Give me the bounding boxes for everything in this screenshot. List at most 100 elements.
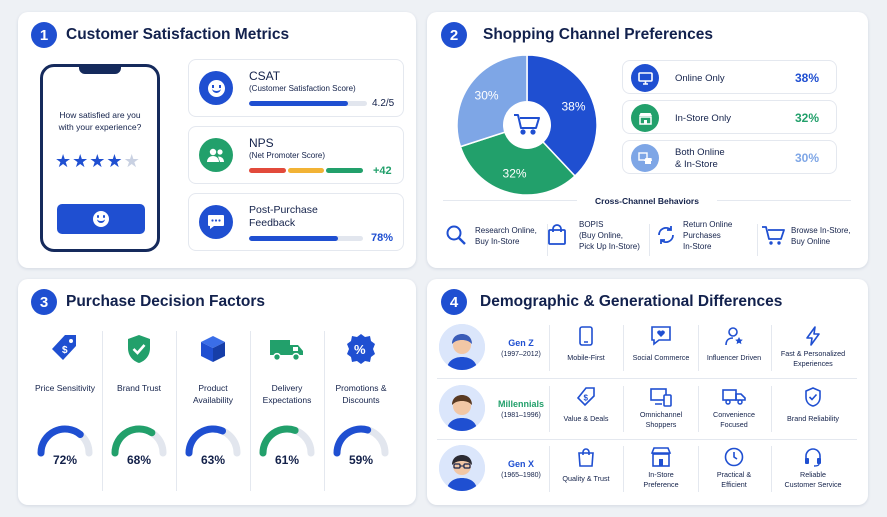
divider [549, 325, 550, 371]
trait-label: Fast & Personalized [780, 349, 846, 358]
divider [324, 331, 325, 491]
pie-slice-1 [459, 124, 576, 196]
shopping-bag-icon [550, 446, 622, 468]
divider [771, 386, 772, 432]
factor-label: Brand Trust [117, 383, 161, 393]
divider [547, 224, 548, 256]
divider [771, 446, 772, 492]
gauge-fill [37, 425, 84, 457]
post-purchase-card: Post-Purchase Feedback 78% [188, 193, 404, 251]
generation-name: Millennials [497, 399, 544, 409]
section-number-2: 2 [441, 22, 467, 48]
shield-check-icon [772, 386, 854, 408]
legend-item: Online Only 38% [622, 60, 837, 94]
factor-item: % Promotions & Discounts 59% [324, 325, 398, 495]
section-title-purchase-factors: Purchase Decision Factors [66, 293, 265, 310]
legend-value: 32% [795, 111, 820, 125]
generation-years: (1997–2012) [501, 351, 541, 358]
percent-badge-icon: % [324, 333, 398, 365]
star-icon[interactable]: ★ [55, 151, 73, 171]
pie-center [503, 101, 551, 149]
trait-item: Brand Reliability [772, 382, 854, 438]
trait-item: Mobile-First [550, 321, 622, 377]
factor-item: Product Availability 63% [176, 325, 250, 495]
trait-label: Customer Service [784, 480, 842, 489]
avatar [439, 385, 485, 431]
trait-item: Practical & Efficient [698, 442, 770, 498]
divider [757, 224, 758, 256]
legend-label: Online Only [675, 73, 725, 84]
cross-channel-title: Cross-Channel Behaviors [577, 196, 717, 206]
post-purchase-label: Post-Purchase [249, 204, 318, 216]
price-tag-icon: $ [28, 333, 102, 365]
trait-label: Quality & Trust [562, 474, 610, 483]
factor-label: Price Sensitivity [35, 383, 95, 393]
generation-row: Gen X (1965–1980) Quality & Trust In-Store P… [427, 442, 868, 500]
factor-item: Delivery Expectations 61% [250, 325, 324, 495]
generation-years: (1981–1996) [501, 412, 541, 419]
csat-label: CSAT [249, 69, 281, 83]
factor-gauge [37, 425, 93, 457]
legend-item: In-Store Only 32% [622, 100, 837, 134]
behavior-item: Return Online Purchases In-Store [655, 218, 759, 262]
divider [623, 446, 624, 492]
behavior-label: Return Online [683, 220, 733, 229]
csat-sublabel: (Customer Satisfaction Score) [249, 84, 356, 93]
delivery-truck-icon [698, 386, 770, 408]
behavior-label: Buy Online [791, 237, 831, 246]
customer-satisfaction-panel: 1 Customer Satisfaction Metrics How sati… [18, 12, 416, 268]
trait-item: Reliable Customer Service [772, 442, 854, 498]
factor-item: $ Price Sensitivity 72% [28, 325, 102, 495]
divider [623, 325, 624, 371]
trait-label: Influencer Driven [706, 353, 762, 362]
trait-label: In-Store [648, 470, 674, 479]
star-icon[interactable]: ★ [89, 151, 107, 171]
survey-question: How satisfied are you with your experien… [58, 110, 142, 132]
post-purchase-value: 78% [371, 232, 394, 244]
star-icon[interactable]: ★ [72, 151, 90, 171]
legend-label: Both Online [675, 147, 725, 158]
smile-submit-button[interactable] [57, 204, 145, 234]
factor-value: 59% [348, 453, 374, 467]
star-rating[interactable]: ★★★★★ [55, 151, 151, 172]
behavior-label: Buy In-Store [475, 237, 520, 246]
cart-icon [514, 114, 540, 135]
gauge-fill [333, 425, 372, 457]
store-icon [631, 104, 659, 132]
trait-item: Influencer Driven [698, 321, 770, 377]
section-number-3: 3 [31, 289, 57, 315]
section-number-4: 4 [441, 289, 467, 315]
trait-label: Social Commerce [632, 353, 690, 362]
behavior-item: BOPIS (Buy Online, Pick Up In-Store) [547, 218, 651, 262]
star-icon[interactable]: ★ [123, 151, 141, 171]
avatar [439, 445, 485, 491]
csat-value: 4.2/5 [372, 98, 395, 109]
channel-preferences-panel: 2 Shopping Channel Preferences 38% 32% 30%… [427, 12, 868, 268]
factor-value: 61% [274, 453, 300, 467]
divider [698, 446, 699, 492]
devices-icon [625, 386, 697, 408]
factor-label: Availability [192, 395, 233, 405]
trait-item: Fast & Personalized Experiences [772, 321, 854, 377]
behavior-label: Research Online, [475, 226, 537, 235]
clock-icon [698, 446, 770, 468]
svg-text:$: $ [62, 345, 68, 356]
generation-name: Gen Z [508, 338, 534, 348]
factor-item: Brand Trust 68% [102, 325, 176, 495]
factor-label: Delivery [271, 383, 303, 393]
trait-label: Preference [643, 480, 679, 489]
post-purchase-sublabel: Feedback [249, 217, 296, 229]
pie-slice-0 [526, 54, 598, 178]
nps-card: NPS (Net Promoter Score) +42 [188, 126, 404, 184]
lightning-icon [772, 325, 854, 347]
trait-item: Social Commerce [625, 321, 697, 377]
legend-label: In-Store Only [675, 113, 731, 124]
csat-bar [249, 101, 367, 106]
divider [698, 325, 699, 371]
divider [102, 331, 103, 491]
divider [649, 224, 650, 256]
trait-label: Mobile-First [567, 353, 605, 362]
factor-label: Product [198, 383, 228, 393]
section-number-1: 1 [31, 22, 57, 48]
star-icon[interactable]: ★ [106, 151, 124, 171]
